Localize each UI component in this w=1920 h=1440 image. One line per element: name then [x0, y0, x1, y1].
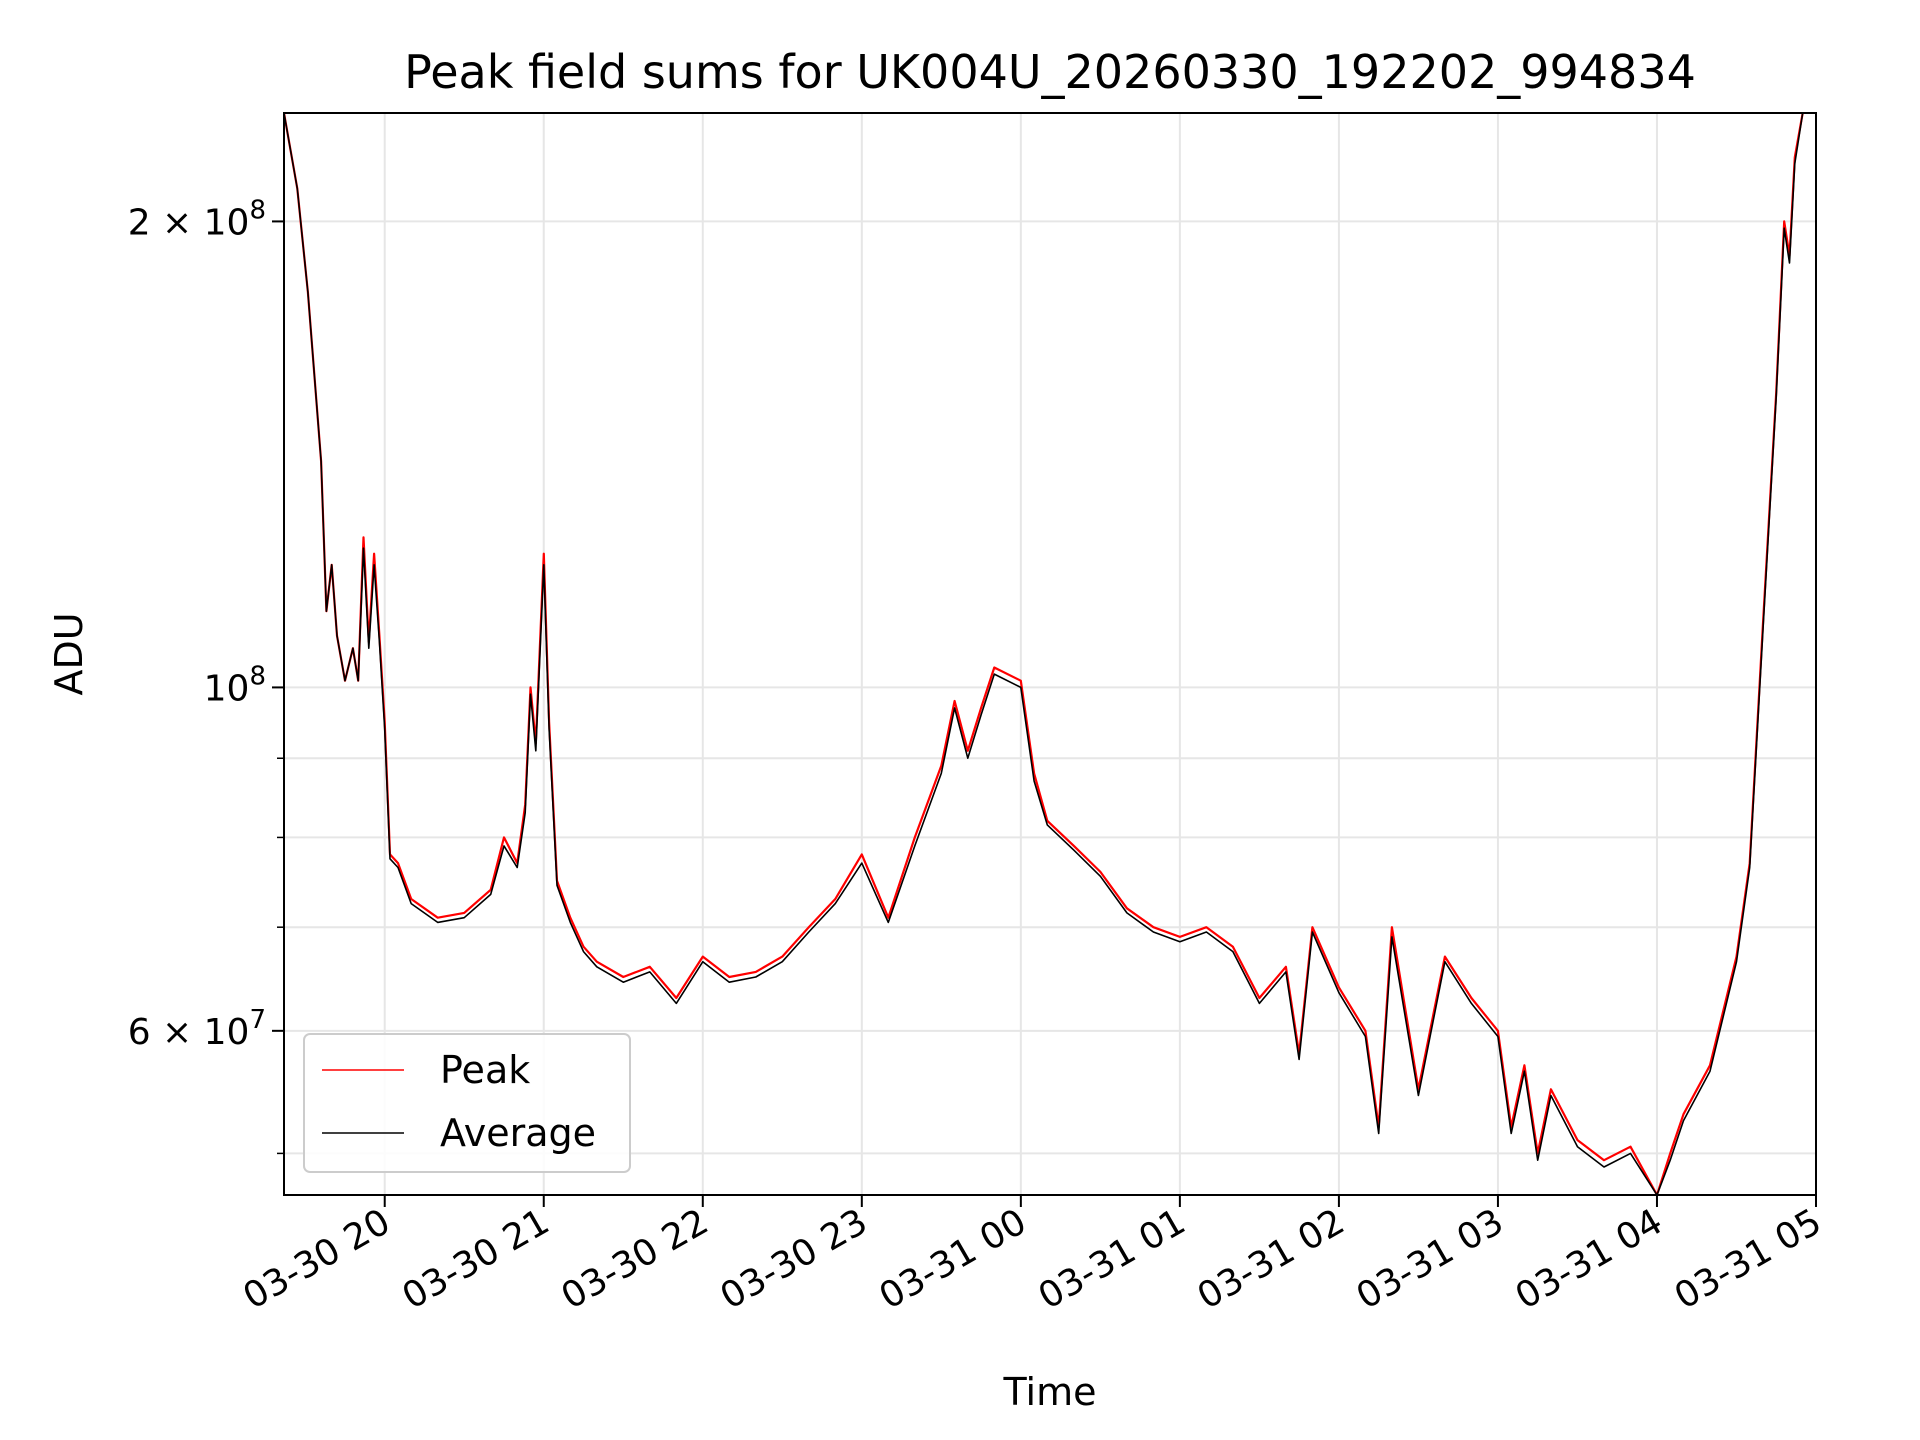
- x-axis-label: Time: [1003, 1370, 1097, 1414]
- y-tick-label: 6 × 107: [128, 1005, 266, 1053]
- legend-label-peak: Peak: [440, 1048, 530, 1092]
- legend: Peak Average: [303, 1033, 631, 1173]
- legend-label-average: Average: [440, 1111, 596, 1155]
- y-tick-label: 108: [204, 661, 266, 709]
- y-axis-label: ADU: [47, 612, 91, 695]
- series-line-average: [284, 113, 1804, 1195]
- legend-box: [303, 1033, 631, 1173]
- plot-lines: [284, 113, 1804, 1195]
- y-tick-label: 2 × 108: [128, 195, 266, 243]
- chart-title: Peak field sums for UK004U_20260330_1922…: [404, 45, 1696, 99]
- plot-area-frame: [283, 112, 1817, 1196]
- y-axis: 6 × 107 108 2 × 108: [128, 195, 284, 1155]
